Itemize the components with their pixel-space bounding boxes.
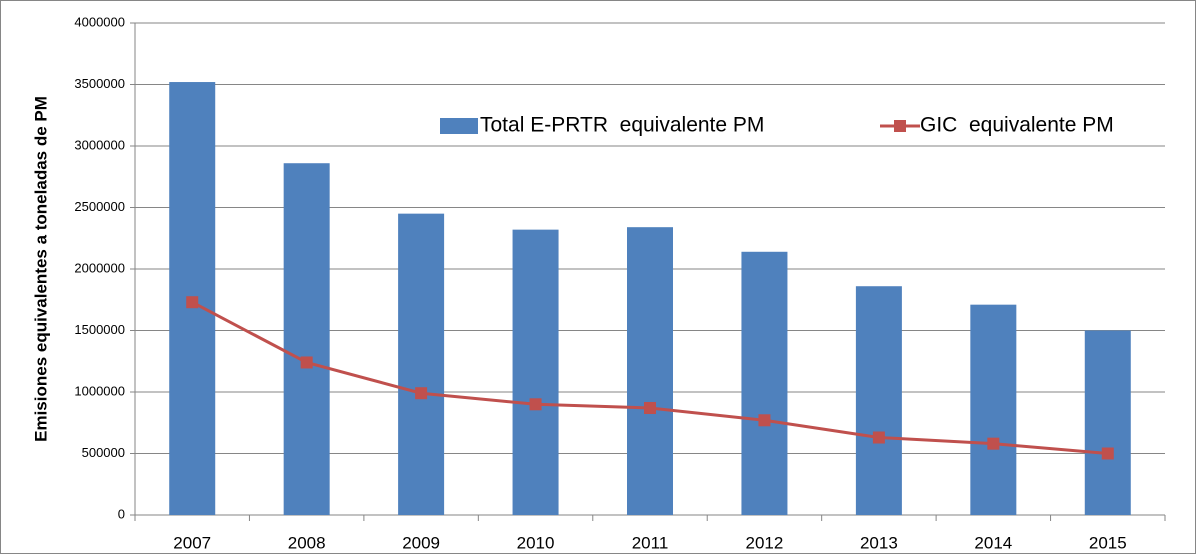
bar [398,213,445,515]
marker [186,296,199,309]
x-tick-label: 2008 [288,533,326,552]
marker [529,398,542,411]
y-tick-label: 3000000 [74,137,125,152]
bar [627,227,673,515]
y-tick-label: 4000000 [74,14,125,29]
marker [872,431,885,444]
y-tick-label: 2500000 [74,199,125,214]
bar [1084,330,1131,515]
x-tick-label: 2014 [974,533,1012,552]
legend-label: Total E-PRTR equivalente PM [480,114,764,137]
bar [970,304,1017,515]
marker [758,414,771,427]
bar [855,286,902,515]
x-tick-label: 2015 [1089,533,1127,552]
x-tick-label: 2011 [632,533,669,552]
legend-swatch [894,120,906,132]
marker [987,437,1000,450]
y-tick-label: 0 [118,506,125,521]
bar [512,229,559,515]
bar [283,163,330,515]
x-tick-label: 2010 [517,533,555,552]
marker [1101,447,1114,460]
y-tick-label: 3500000 [74,76,125,91]
x-tick-label: 2013 [860,533,898,552]
y-tick-label: 2000000 [74,260,125,275]
x-tick-label: 2012 [746,533,784,552]
bar [741,251,788,515]
x-tick-label: 2009 [402,533,440,552]
legend-swatch [440,118,478,134]
marker [415,387,428,400]
legend-label: GIC equivalente PM [920,114,1114,137]
y-tick-label: 1500000 [74,322,125,337]
x-tick-label: 2007 [173,533,211,552]
marker [300,356,313,369]
y-tick-label: 1000000 [74,383,125,398]
marker [644,401,656,414]
y-axis-title: Emisiones equivalentes a toneladas de PM [31,96,50,442]
y-tick-label: 500000 [82,445,125,460]
